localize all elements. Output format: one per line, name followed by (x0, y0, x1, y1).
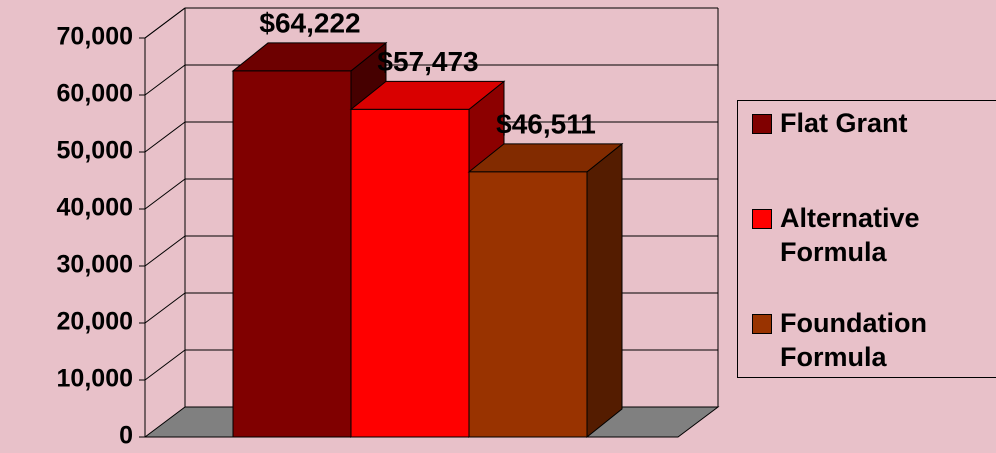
y-tick-label: 70,000 (57, 23, 133, 51)
legend-label: Flat Grant (780, 108, 908, 138)
value-label: $64,222 (259, 7, 360, 38)
legend-label: Foundation Formula (780, 308, 927, 372)
grid-line (144, 121, 186, 153)
legend-label: Alternative Formula (780, 203, 920, 267)
y-tick-label: 20,000 (57, 308, 133, 336)
legend-entry: Alternative Formula (752, 201, 970, 269)
bar-side (586, 142, 623, 439)
grid-line (144, 7, 186, 39)
bar (468, 171, 588, 438)
legend-entry: Foundation Formula (752, 306, 970, 374)
grid-line (144, 235, 186, 267)
legend: Flat Grant Alternative Formula Foundation … (737, 100, 996, 378)
y-tick-label: 30,000 (57, 251, 133, 279)
y-tick-label: 40,000 (57, 194, 133, 222)
legend-swatch (752, 114, 772, 134)
legend-swatch (752, 209, 772, 229)
value-label: $46,511 (496, 108, 596, 139)
grid-line (144, 349, 186, 381)
grid-line (144, 292, 186, 324)
y-tick-label: 50,000 (57, 137, 133, 165)
grid-line (144, 178, 186, 210)
legend-entry: Flat Grant (752, 106, 970, 140)
value-label: $57,473 (377, 46, 478, 77)
grid-line (144, 64, 186, 96)
legend-swatch (752, 314, 772, 334)
bar (350, 108, 470, 438)
y-tick-label: 0 (119, 422, 133, 450)
y-tick-label: 60,000 (57, 80, 133, 108)
bar (232, 70, 352, 438)
y-tick-label: 10,000 (57, 365, 133, 393)
